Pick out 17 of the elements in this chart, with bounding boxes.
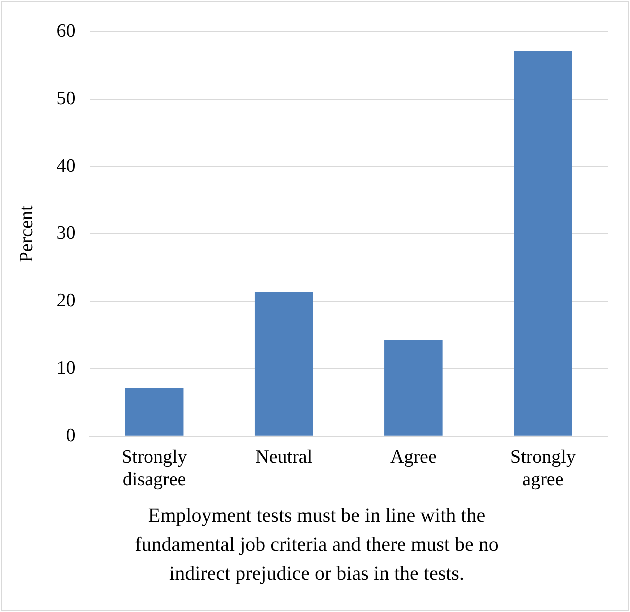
y-tick-label: 60 xyxy=(56,20,76,42)
bar xyxy=(254,292,314,436)
y-axis-title: Percent xyxy=(16,205,38,263)
x-tick-label: Neutral xyxy=(256,446,313,468)
bar xyxy=(125,388,184,436)
bar xyxy=(384,340,443,436)
x-tick-label: Strongly agree xyxy=(510,446,576,491)
x-tick-label: Strongly disagree xyxy=(122,446,188,491)
y-tick-label: 50 xyxy=(56,88,76,110)
x-tick-label: Agree xyxy=(390,446,437,468)
x-axis-title: Employment tests must be in line with the fundamental job criteria and there must be no indirect prejudice or bias in the tests. xyxy=(134,504,500,587)
bar xyxy=(514,52,572,436)
y-tick-label: 0 xyxy=(66,425,76,446)
y-tick-label: 30 xyxy=(56,223,76,244)
y-tick-label: 20 xyxy=(56,290,76,312)
y-tick-label: 40 xyxy=(56,156,76,177)
y-tick-label: 10 xyxy=(56,358,76,379)
